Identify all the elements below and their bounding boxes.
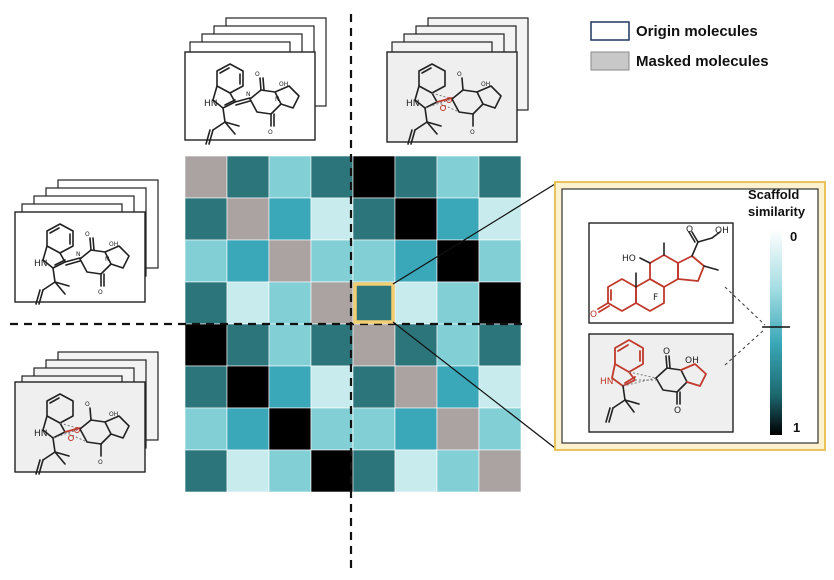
indole-oh-label: OH — [685, 356, 699, 366]
matrix-cell — [184, 155, 228, 199]
legend: Origin molecules Masked molecules — [590, 21, 769, 71]
selected-cell-highlight — [353, 282, 395, 324]
matrix-cell — [436, 407, 480, 451]
card-stack-left-origin — [14, 179, 159, 305]
legend-masked-swatch — [590, 51, 630, 71]
matrix-cell — [394, 407, 438, 451]
molecule-card — [14, 211, 146, 303]
legend-origin-label: Origin molecules — [636, 23, 758, 40]
card-stack-top-origin — [184, 17, 327, 145]
card-stack-left-masked — [14, 351, 159, 475]
legend-origin-swatch — [590, 21, 630, 41]
scale-bottom-label: 1 — [793, 420, 800, 435]
matrix-cell — [268, 197, 312, 241]
indole-nh-label: HN — [600, 377, 614, 387]
matrix-cell — [352, 281, 396, 325]
indole-scaffold-icon: HN O O OH — [600, 339, 707, 423]
zoom-line-bottom — [392, 321, 556, 449]
matrix-cell — [310, 155, 354, 199]
matrix-cell — [226, 323, 270, 367]
indole-o-label: O — [663, 347, 670, 357]
steroid-ho-label: HO — [622, 254, 636, 264]
matrix-cell — [184, 197, 228, 241]
masked-molecule-card — [386, 51, 518, 143]
matrix-cell — [478, 407, 522, 451]
steroid-ketone-o-label: O — [686, 225, 693, 235]
matrix-cell — [184, 239, 228, 283]
matrix-cell — [352, 407, 396, 451]
matrix-cell — [184, 323, 228, 367]
matrix-cell — [478, 239, 522, 283]
matrix-cell — [268, 449, 312, 493]
matrix-cell — [310, 365, 354, 409]
matrix-cell — [184, 407, 228, 451]
matrix-cell — [310, 407, 354, 451]
similarity-matrix — [184, 155, 522, 493]
matrix-cell — [268, 239, 312, 283]
matrix-cell — [268, 407, 312, 451]
matrix-cell — [184, 449, 228, 493]
matrix-cell — [478, 449, 522, 493]
matrix-cell — [436, 323, 480, 367]
matrix-cell — [478, 323, 522, 367]
similarity-color-scale — [770, 230, 782, 435]
scaffold-inset-panel: HO F O O OH — [554, 181, 826, 451]
matrix-cell — [310, 239, 354, 283]
matrix-cell — [310, 449, 354, 493]
matrix-cell — [436, 197, 480, 241]
matrix-cell — [268, 281, 312, 325]
matrix-cell — [226, 197, 270, 241]
steroid-f-label: F — [653, 293, 658, 303]
matrix-cell — [268, 155, 312, 199]
steroid-oh-label: OH — [715, 226, 729, 236]
matrix-cell — [394, 449, 438, 493]
matrix-cell — [310, 323, 354, 367]
matrix-cell — [352, 449, 396, 493]
matrix-cell — [184, 281, 228, 325]
scale-title-line1: Scaffold — [748, 187, 799, 202]
matrix-cell — [478, 197, 522, 241]
matrix-cell — [436, 239, 480, 283]
matrix-cell — [226, 281, 270, 325]
matrix-cell — [310, 197, 354, 241]
matrix-cell — [226, 449, 270, 493]
matrix-cell — [436, 281, 480, 325]
matrix-cell — [394, 197, 438, 241]
matrix-cell — [394, 281, 438, 325]
matrix-cell — [478, 281, 522, 325]
scale-title-line2: similarity — [748, 204, 806, 219]
matrix-cell — [478, 365, 522, 409]
matrix-cell — [352, 197, 396, 241]
scale-top-label: 0 — [790, 229, 797, 244]
matrix-cell — [184, 365, 228, 409]
similarity-arrow-bottom — [724, 328, 766, 366]
steroid-molecule-icon: HO F O O OH — [590, 225, 729, 320]
matrix-cell — [226, 365, 270, 409]
matrix-cell — [394, 365, 438, 409]
matrix-cell — [352, 239, 396, 283]
matrix-cell — [268, 365, 312, 409]
card-stack-top-masked — [386, 17, 529, 145]
matrix-cell — [226, 239, 270, 283]
matrix-cell — [478, 155, 522, 199]
matrix-cell — [394, 155, 438, 199]
masked-molecule-card — [14, 381, 146, 473]
matrix-cell — [226, 407, 270, 451]
matrix-cell — [394, 323, 438, 367]
matrix-cell — [310, 281, 354, 325]
legend-masked-label: Masked molecules — [636, 53, 769, 70]
matrix-cell — [436, 449, 480, 493]
matrix-cell — [436, 155, 480, 199]
matrix-cell — [226, 155, 270, 199]
matrix-cell — [352, 155, 396, 199]
matrix-cell — [268, 323, 312, 367]
matrix-cell — [352, 323, 396, 367]
zoom-line-top — [392, 183, 556, 285]
matrix-cell — [352, 365, 396, 409]
indole-o2-label: O — [674, 406, 681, 416]
steroid-o-label: O — [590, 310, 597, 320]
indole-scaffold-card — [588, 333, 734, 433]
